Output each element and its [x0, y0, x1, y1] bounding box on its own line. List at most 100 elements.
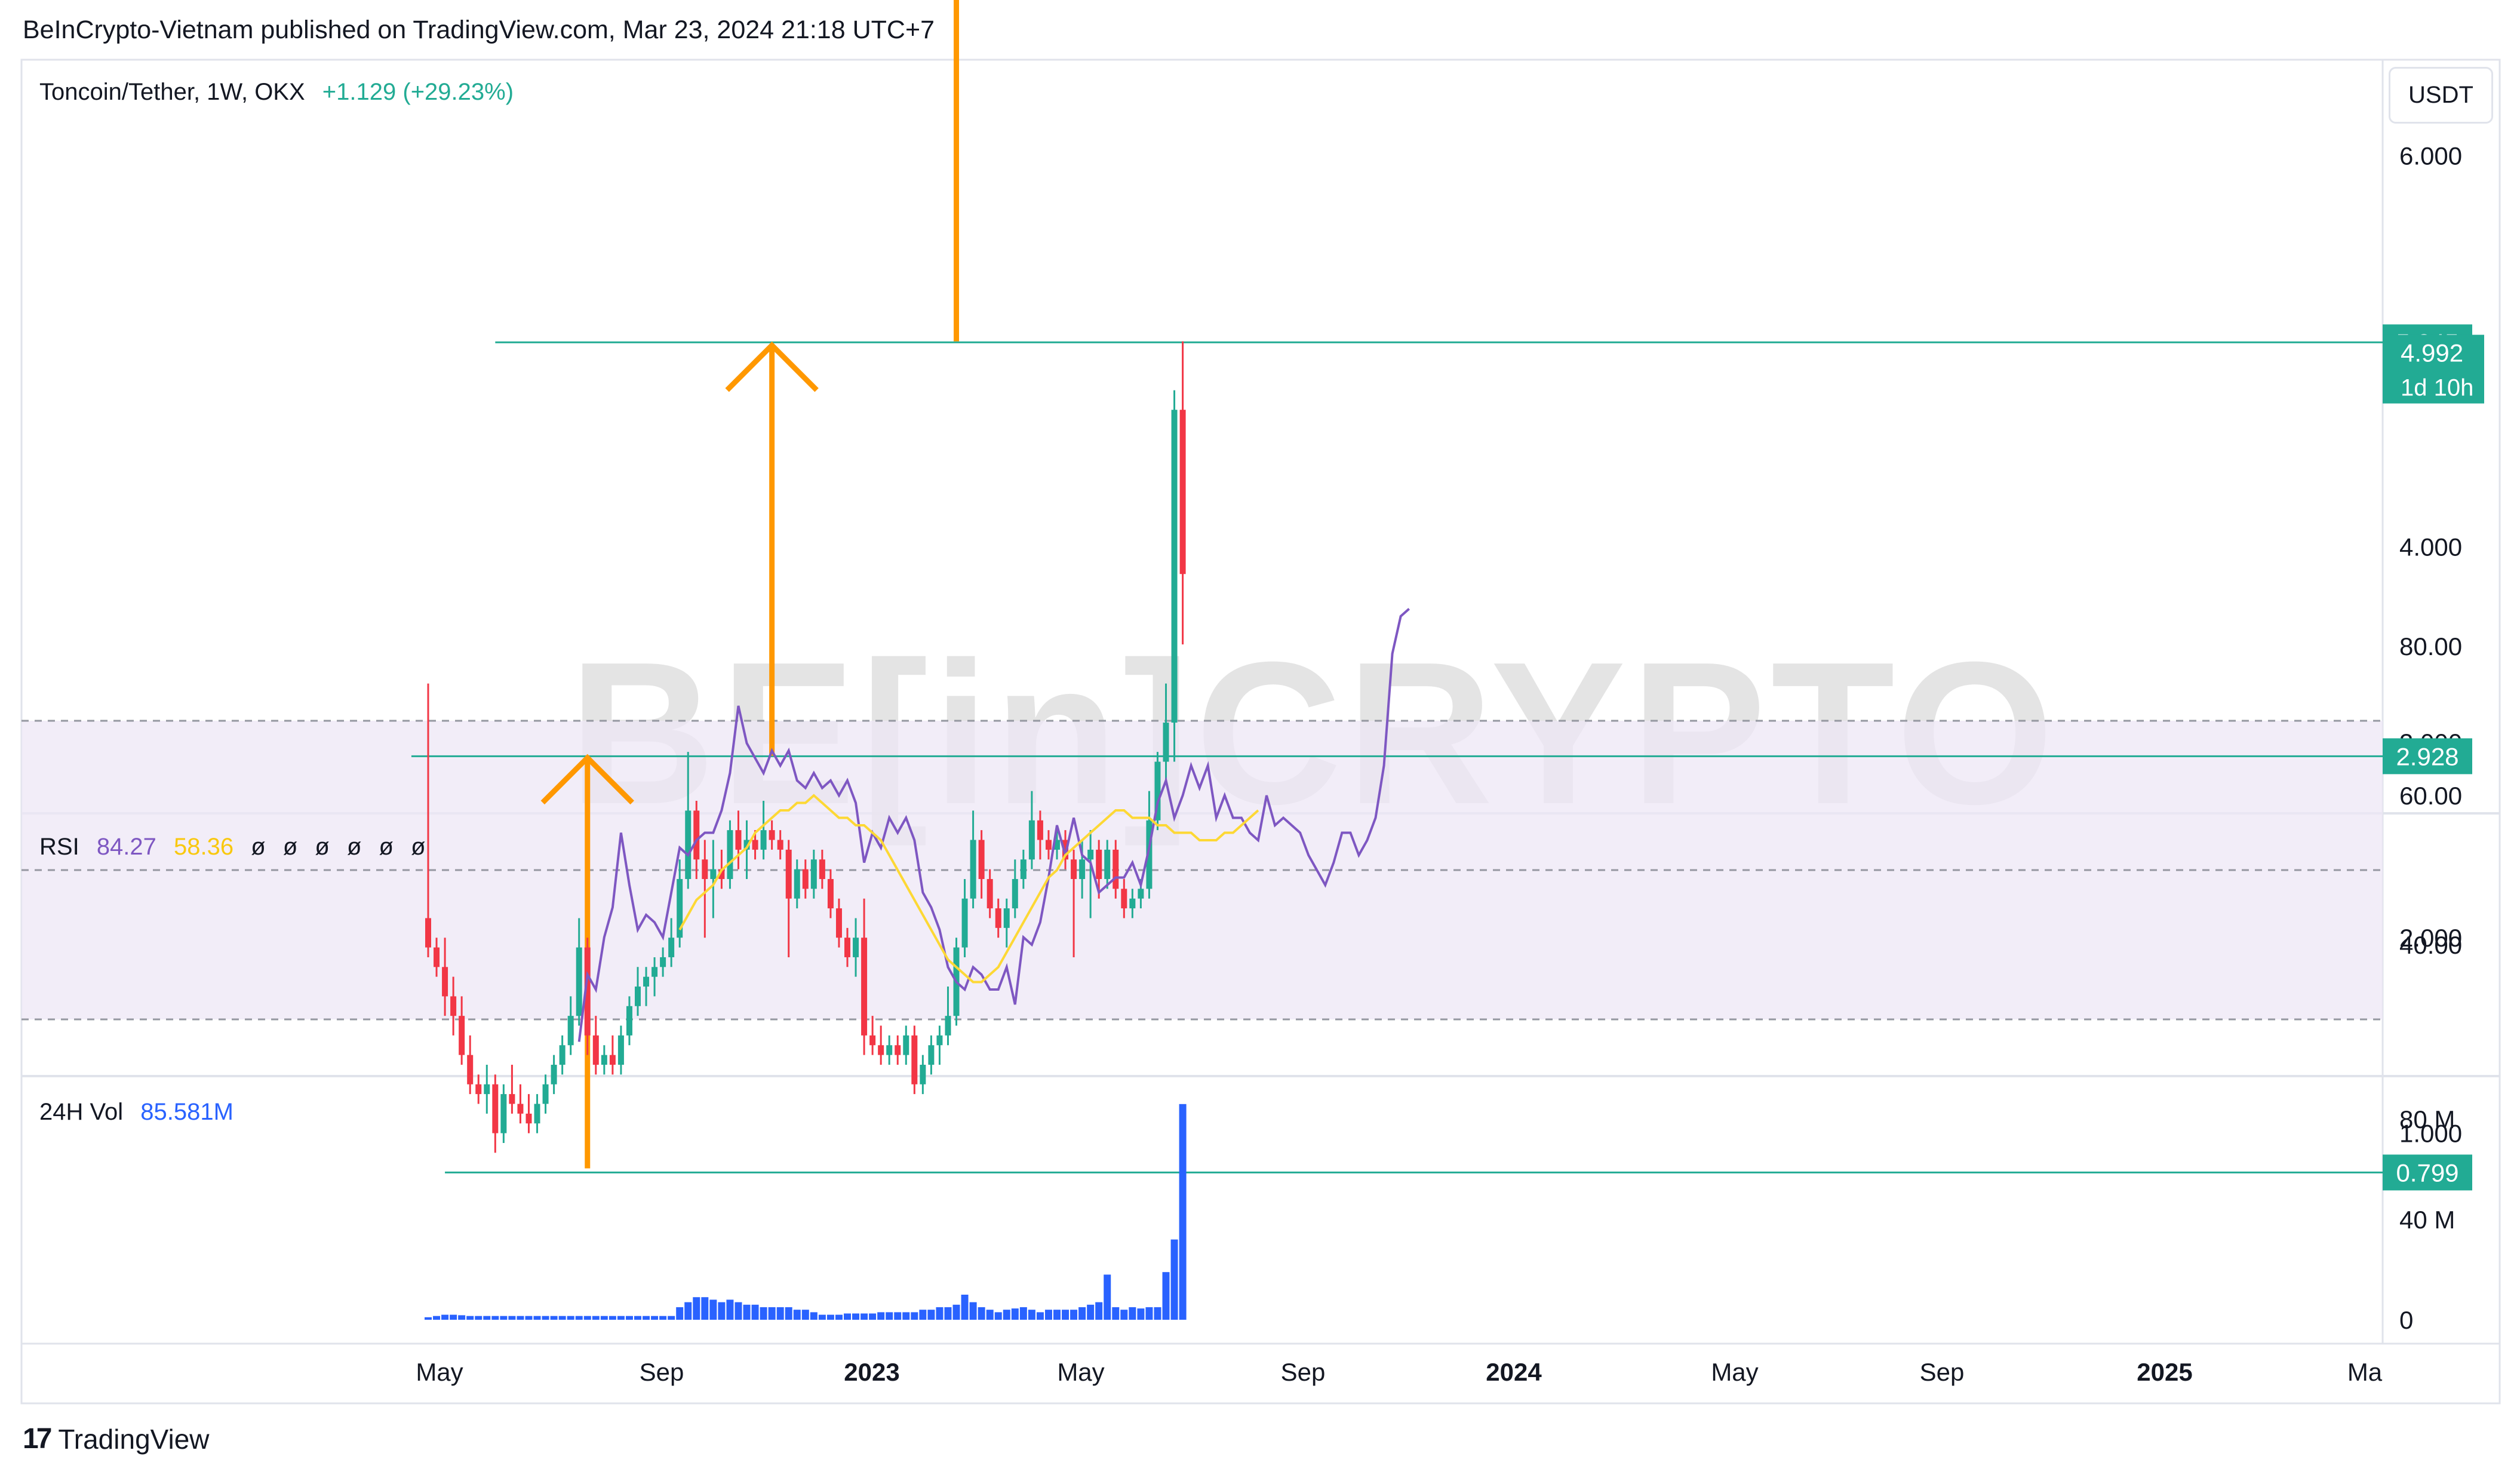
- candle-body: [760, 830, 767, 850]
- volume-bar: [701, 1297, 709, 1320]
- candle-body: [551, 1065, 557, 1084]
- rsi-band-layer: [21, 720, 2383, 1021]
- volume-bar: [676, 1307, 684, 1320]
- volume-bar: [743, 1304, 751, 1320]
- volume-bar: [919, 1310, 927, 1320]
- price-change: +1.129 (+29.23%): [322, 79, 514, 105]
- volume-layer: [425, 1104, 1187, 1320]
- candle-body: [945, 1016, 951, 1035]
- volume-bar: [659, 1316, 667, 1320]
- volume-bar: [1044, 1310, 1052, 1320]
- rsi-placeholder: ø: [379, 834, 394, 860]
- volume-bar: [709, 1299, 717, 1320]
- volume-bar: [483, 1316, 491, 1320]
- volume-bar: [1053, 1310, 1061, 1320]
- volume-bar: [969, 1302, 977, 1320]
- candle-body: [878, 1045, 884, 1055]
- candle-body: [718, 869, 725, 879]
- candle-body: [1163, 723, 1169, 762]
- time-axis-tick-label: May: [1057, 1358, 1104, 1386]
- rsi-ma-value: 58.36: [174, 834, 234, 860]
- volume-axis-tick-label: 0: [2399, 1306, 2413, 1334]
- candle-body: [961, 898, 968, 948]
- volume-bar: [1095, 1302, 1103, 1320]
- candle-body: [1154, 761, 1161, 821]
- volume-bar: [693, 1297, 700, 1320]
- rsi-placeholder: ø: [411, 834, 426, 860]
- volume-bar: [826, 1314, 834, 1320]
- volume-bar: [961, 1295, 969, 1320]
- time-axis-tick-label: May: [416, 1358, 463, 1386]
- candle-body: [677, 878, 683, 938]
- volume-bar: [1011, 1308, 1019, 1320]
- level-price-label: 0.799: [2396, 1159, 2458, 1187]
- volume-bar: [1087, 1304, 1095, 1320]
- candle-body: [450, 996, 457, 1016]
- rsi-band: [21, 721, 2383, 1019]
- price-axis-tick-label: 6.000: [2399, 142, 2462, 170]
- candle-body: [710, 869, 717, 879]
- candle-body: [1171, 410, 1178, 723]
- candle-body: [525, 1113, 532, 1124]
- candle-body: [576, 947, 582, 1016]
- candle-body: [685, 810, 692, 879]
- rsi-line: [577, 608, 1410, 1042]
- time-axis-tick-label: May: [1711, 1358, 1758, 1386]
- symbol-label[interactable]: Toncoin/Tether, 1W, OKX: [39, 79, 305, 105]
- tradingview-logo[interactable]: 17: [23, 1423, 52, 1455]
- candle-body: [1113, 849, 1119, 889]
- tradingview-brand[interactable]: TradingView: [58, 1423, 210, 1455]
- candles-layer: [425, 341, 1186, 1153]
- currency-unit-button[interactable]: USDT: [2389, 67, 2493, 124]
- candle-body: [459, 1016, 465, 1055]
- volume-bar: [583, 1316, 591, 1320]
- volume-bar: [944, 1307, 952, 1320]
- volume-bar: [1112, 1307, 1120, 1320]
- candle-body: [936, 1035, 943, 1046]
- candle-body: [928, 1045, 935, 1065]
- candle-body: [584, 947, 591, 1035]
- candle-body: [794, 869, 800, 899]
- volume-bar: [592, 1316, 600, 1320]
- volume-bar: [525, 1316, 533, 1320]
- volume-bar: [902, 1312, 910, 1320]
- volume-bar: [718, 1302, 726, 1320]
- candle-body: [810, 859, 817, 889]
- candle-body: [1062, 840, 1069, 860]
- volume-bar: [466, 1316, 474, 1320]
- candle-body: [727, 830, 733, 879]
- candle-body: [970, 840, 976, 899]
- rsi-name[interactable]: RSI: [39, 834, 79, 860]
- time-axis-tick-label: Sep: [1920, 1358, 1965, 1386]
- volume-bar: [835, 1314, 843, 1320]
- volume-bar: [760, 1307, 767, 1320]
- rsi-value: 84.27: [96, 834, 156, 860]
- candle-body: [500, 1094, 507, 1133]
- rsi-axis-tick-label: 60.00: [2399, 782, 2462, 810]
- volume-bar: [801, 1310, 809, 1320]
- volume-bar: [1170, 1239, 1178, 1320]
- candle-body: [1045, 840, 1052, 850]
- volume-bar: [1062, 1310, 1070, 1320]
- candle-body: [844, 938, 850, 957]
- candle-body: [1054, 840, 1060, 850]
- volume-bar: [625, 1316, 633, 1320]
- volume-bar: [735, 1302, 742, 1320]
- candle-body: [660, 957, 666, 967]
- volume-bar: [1036, 1312, 1044, 1320]
- volume-bar: [1003, 1310, 1010, 1320]
- volume-bar: [634, 1316, 641, 1320]
- candle-body: [484, 1084, 490, 1095]
- volume-bar: [818, 1314, 826, 1320]
- rsi-placeholder: ø: [251, 834, 266, 860]
- candle-body: [601, 1055, 607, 1065]
- volume-bar: [684, 1302, 692, 1320]
- time-axis-tick-label: 2025: [2137, 1358, 2192, 1386]
- candle-body: [861, 938, 868, 1035]
- candle-countdown-label: 1d 10h: [2401, 375, 2473, 401]
- rsi-axis-tick-label: 40.00: [2399, 931, 2462, 959]
- volume-bar: [1019, 1307, 1027, 1320]
- candle-body: [1028, 820, 1035, 860]
- volume-bar: [508, 1316, 516, 1320]
- volume-name[interactable]: 24H Vol: [39, 1099, 124, 1125]
